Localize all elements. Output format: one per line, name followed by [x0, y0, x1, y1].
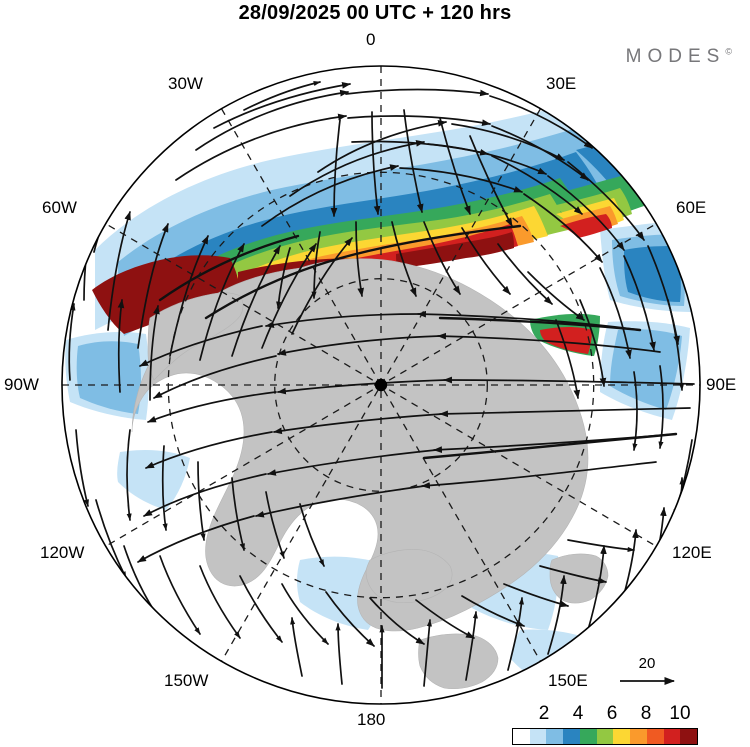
colorbar-ticks: 2 4 6 8 10: [512, 703, 712, 727]
colorbar-tick-10: 10: [669, 703, 691, 724]
colorbar-swatch-4: [579, 729, 597, 744]
colorbar-strip: [512, 728, 698, 745]
lon-label-30w: 30W: [168, 74, 203, 93]
lon-label-150w: 150W: [164, 671, 209, 690]
colorbar-swatch-2: [546, 729, 564, 744]
colorbar-tick-4: 4: [572, 703, 584, 724]
map-disk: [62, 66, 700, 704]
south-pole-dot: [374, 378, 388, 392]
page-title: 28/09/2025 00 UTC + 120 hrs: [238, 2, 512, 24]
lon-label-90e: 90E: [706, 375, 737, 394]
lon-label-120e: 120E: [672, 543, 712, 562]
jet-streamlines: [158, 224, 678, 460]
lon-label-60w: 60W: [42, 198, 77, 217]
brand-text: MODES: [625, 46, 726, 67]
colorbar-swatch-8: [646, 729, 664, 744]
colorbar-swatch-9: [663, 729, 681, 744]
copyright-mark: ©: [725, 46, 732, 57]
colorbar-tick-6: 6: [606, 703, 618, 724]
vector-scale: 20: [612, 655, 692, 692]
colorbar-swatch-3: [563, 729, 580, 744]
lon-label-120w: 120W: [40, 543, 85, 562]
lon-label-30e: 30E: [546, 74, 577, 93]
colorbar-tick-8: 8: [640, 703, 652, 724]
wind-vector-arrow-icon: [620, 676, 676, 686]
vector-scale-label: 20: [638, 655, 656, 672]
colorbar-swatch-0: [513, 729, 530, 744]
lon-label-90w: 90W: [4, 375, 39, 394]
map-outline: [61, 65, 701, 705]
wind-vectors: [68, 80, 700, 689]
modes-logo: MODES©: [626, 46, 732, 68]
lon-label-0: 0: [366, 30, 376, 49]
colorbar-swatch-6: [613, 729, 631, 744]
lon-label-150e: 150E: [548, 671, 588, 690]
colorbar-swatch-5: [596, 729, 614, 744]
colorbar-tick-2: 2: [538, 703, 550, 724]
colorbar-swatch-10: [680, 729, 698, 744]
lon-label-60e: 60E: [676, 198, 707, 217]
lon-label-180: 180: [357, 710, 386, 729]
antarctica-landmass: [131, 258, 609, 690]
colorbar-swatch-1: [529, 729, 547, 744]
colorbar: [512, 728, 698, 745]
colorbar-swatch-7: [630, 729, 647, 744]
